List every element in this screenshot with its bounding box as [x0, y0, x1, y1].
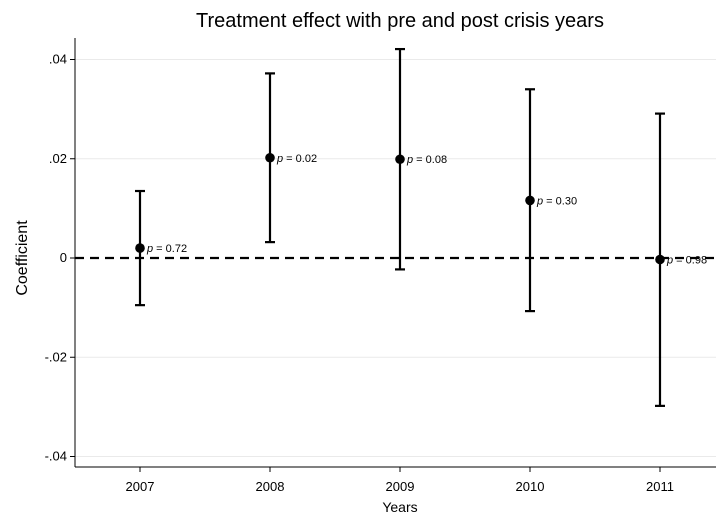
x-axis-ticks: 2007 2008 2009 2010 2011 [126, 467, 674, 494]
y-tick-label: 0 [60, 250, 67, 265]
chart-title: Treatment effect with pre and post crisi… [196, 10, 604, 32]
point-estimate [525, 195, 535, 206]
p-symbol: p [406, 154, 413, 166]
p-value-label: p = 0.30 [536, 195, 577, 207]
x-axis-label: Years [382, 499, 417, 515]
y-tick-label: -.02 [45, 349, 67, 364]
point-estimate [395, 154, 405, 165]
p-symbol: p [666, 254, 673, 266]
p-symbol: p [536, 195, 543, 207]
p-value-labels: p = 0.72p = 0.02 p = 0.08p = 0.30p = 0.98 [146, 153, 707, 267]
p-symbol: p [276, 153, 283, 165]
p-value-label: p = 0.98 [666, 254, 707, 266]
y-axis-label: Coefficient [14, 220, 31, 296]
p-value-text: = 0.30 [543, 195, 577, 207]
y-axis-ticks: -.04 -.02 0 .02 .04 [45, 52, 75, 464]
y-tick-label: .02 [49, 151, 67, 166]
x-tick-label: 2008 [256, 479, 285, 494]
x-tick-label: 2010 [516, 479, 545, 494]
y-tick-label: -.04 [45, 449, 67, 464]
point-estimate [655, 254, 665, 265]
point-estimate [135, 243, 145, 253]
point-estimates [135, 152, 665, 265]
point-estimate [265, 152, 275, 163]
y-tick-label: .04 [49, 52, 67, 67]
confidence-intervals [135, 47, 665, 407]
p-value-label: p = 0.72 [146, 243, 187, 255]
x-tick-label: 2011 [646, 479, 674, 494]
p-value-text: = 0.98 [673, 254, 707, 266]
x-tick-label: 2009 [386, 479, 415, 494]
p-value-text: = 0.08 [413, 154, 447, 166]
p-value-text: = 0.72 [153, 243, 187, 255]
p-value-label: p = 0.02 [276, 153, 317, 165]
p-value-label: p = 0.08 [406, 154, 447, 166]
p-symbol: p [146, 243, 153, 255]
p-value-text: = 0.02 [283, 153, 317, 165]
x-tick-label: 2007 [126, 479, 155, 494]
